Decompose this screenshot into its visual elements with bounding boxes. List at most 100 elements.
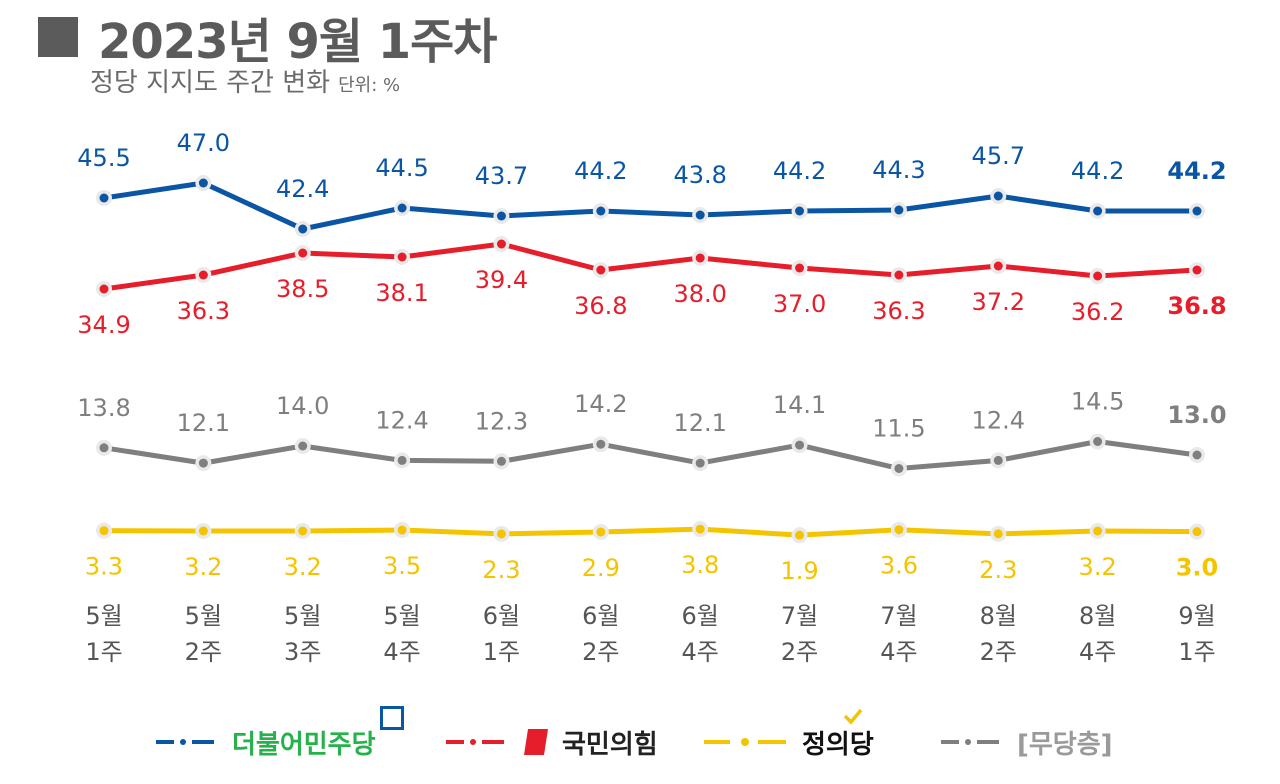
data-label-justice: 2.3 xyxy=(482,556,520,584)
legend-item-none: [무당층] xyxy=(935,712,1113,772)
legend-justice-logo: 정의당 xyxy=(802,708,874,761)
data-label-minjoo: 44.3 xyxy=(872,156,925,184)
data-label-justice: 3.8 xyxy=(681,551,719,579)
legend-line-ppp xyxy=(446,739,504,745)
line-chart: 45.5 47.0 42.4 44.5 43.7 44.2 43.8 44.2 44.3 45.7… xyxy=(77,129,1227,666)
data-point-ppp xyxy=(298,248,308,258)
data-label-minjoo: 44.5 xyxy=(375,154,428,182)
data-label-none: 14.1 xyxy=(773,391,826,419)
legend-minjoo-logo: 더불어민주당 xyxy=(232,705,404,761)
data-label-ppp: 38.5 xyxy=(276,275,329,303)
data-label-none: 12.4 xyxy=(375,406,428,434)
data-point-minjoo xyxy=(198,178,208,188)
series-line-none xyxy=(101,439,1200,471)
data-point-ppp xyxy=(496,239,506,249)
chart-subtitle: 정당 지지도 주간 변화 단위: % xyxy=(90,62,400,99)
data-label-minjoo: 45.7 xyxy=(972,142,1025,170)
data-label-justice: 3.3 xyxy=(85,553,123,581)
data-label-ppp: 36.8 xyxy=(574,292,627,320)
x-tick-month: 6월 xyxy=(682,602,719,630)
legend-label-justice: 정의당 xyxy=(802,729,874,760)
title-text: 2023년 9월 1주차 xyxy=(98,14,497,70)
data-point-none xyxy=(596,439,606,449)
x-tick-month: 5월 xyxy=(185,602,222,630)
data-point-ppp xyxy=(198,270,208,280)
data-label-justice: 3.2 xyxy=(1079,553,1117,581)
data-label-justice: 3.5 xyxy=(383,552,421,580)
x-tick-week: 4주 xyxy=(880,638,917,666)
unit-label: 단위: % xyxy=(338,75,401,96)
data-point-minjoo xyxy=(397,203,407,213)
data-label-ppp: 36.3 xyxy=(177,297,230,325)
check-icon xyxy=(843,708,863,725)
x-tick-week: 2주 xyxy=(781,638,818,666)
data-point-ppp xyxy=(397,252,407,262)
data-point-minjoo xyxy=(993,191,1003,201)
chart-title: 2023년 9월 1주차 xyxy=(38,2,497,72)
data-label-none: 13.8 xyxy=(77,394,130,422)
data-label-ppp: 38.1 xyxy=(375,279,428,307)
data-label-ppp: 38.0 xyxy=(673,280,726,308)
data-label-none: 14.2 xyxy=(574,390,627,418)
data-label-justice: 2.3 xyxy=(979,556,1017,584)
data-point-justice xyxy=(397,525,407,535)
x-tick-week: 2주 xyxy=(980,638,1017,666)
series-minjoo: 45.5 47.0 42.4 44.5 43.7 44.2 43.8 44.2 44.3 45.7… xyxy=(77,129,1227,237)
data-label-ppp: 36.2 xyxy=(1071,298,1124,326)
data-point-justice xyxy=(993,529,1003,539)
series-line-minjoo xyxy=(101,180,1200,232)
legend-line-justice xyxy=(704,738,786,746)
data-label-minjoo: 42.4 xyxy=(276,175,329,203)
x-tick-month: 5월 xyxy=(85,602,122,630)
x-tick-month: 5월 xyxy=(383,602,420,630)
data-label-minjoo: 44.2 xyxy=(1071,157,1124,185)
data-label-ppp: 36.3 xyxy=(872,297,925,325)
data-label-minjoo: 45.5 xyxy=(77,144,130,172)
x-tick-month: 6월 xyxy=(483,602,520,630)
data-label-minjoo: 43.7 xyxy=(475,162,528,190)
x-tick-month: 8월 xyxy=(1079,602,1116,630)
data-label-none: 14.0 xyxy=(276,392,329,420)
data-label-ppp: 36.8 xyxy=(1167,292,1226,320)
data-label-none: 12.4 xyxy=(972,406,1025,434)
data-label-none: 13.0 xyxy=(1167,401,1226,429)
data-label-justice: 3.0 xyxy=(1176,554,1219,582)
data-point-none xyxy=(795,440,805,450)
data-point-minjoo xyxy=(596,206,606,216)
x-tick-week: 3주 xyxy=(284,638,321,666)
data-point-minjoo xyxy=(795,206,805,216)
legend-item-justice: 정의당 xyxy=(700,708,874,772)
data-point-none xyxy=(397,455,407,465)
data-label-justice: 3.2 xyxy=(284,553,322,581)
data-point-none xyxy=(993,455,1003,465)
data-point-minjoo xyxy=(1192,206,1202,216)
data-label-justice: 3.6 xyxy=(880,552,918,580)
x-tick-week: 2주 xyxy=(185,638,222,666)
series-line-ppp xyxy=(101,241,1200,292)
x-tick-month: 6월 xyxy=(582,602,619,630)
data-point-justice xyxy=(795,530,805,540)
data-label-justice: 3.2 xyxy=(184,553,222,581)
data-point-none xyxy=(198,458,208,468)
data-label-minjoo: 44.2 xyxy=(1167,157,1226,185)
data-point-none xyxy=(496,456,506,466)
data-point-none xyxy=(99,443,109,453)
data-label-none: 12.3 xyxy=(475,407,528,435)
x-tick-week: 4주 xyxy=(383,638,420,666)
data-label-none: 11.5 xyxy=(872,415,925,443)
data-point-none xyxy=(1192,450,1202,460)
data-point-ppp xyxy=(795,263,805,273)
series-none: 13.8 12.1 14.0 12.4 12.3 14.2 12.1 14.1 11.5 12.4… xyxy=(77,388,1227,477)
legend-item-minjoo: 더불어민주당 xyxy=(150,705,404,772)
data-label-minjoo: 47.0 xyxy=(177,129,230,157)
data-point-justice xyxy=(496,529,506,539)
data-point-justice xyxy=(198,526,208,536)
legend-line-none xyxy=(941,739,999,745)
subtitle-text: 정당 지지도 주간 변화 xyxy=(90,68,331,98)
data-point-justice xyxy=(99,526,109,536)
data-point-minjoo xyxy=(99,193,109,203)
data-point-none xyxy=(298,441,308,451)
data-point-none xyxy=(695,458,705,468)
data-label-justice: 1.9 xyxy=(780,557,818,585)
data-point-none xyxy=(894,464,904,473)
